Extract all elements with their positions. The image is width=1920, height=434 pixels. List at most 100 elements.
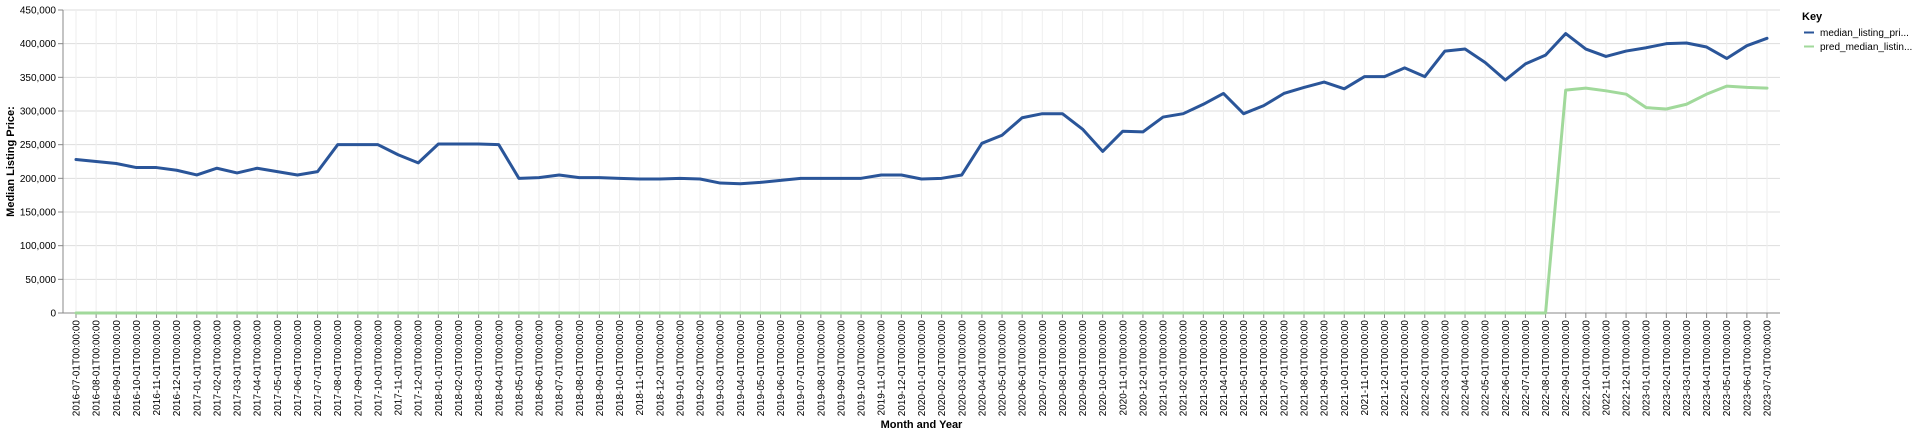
x-tick-label: 2016-10-01T00:00:00 bbox=[132, 320, 143, 417]
y-axis: 0 50,000 100,000 150,000 200,000 250,000 300,0… bbox=[20, 6, 64, 320]
x-tick-label: 2020-05-01T00:00:00 bbox=[998, 320, 1009, 417]
legend-title: Key bbox=[1802, 11, 1823, 23]
x-tick-label: 2018-06-01T00:00:00 bbox=[535, 320, 546, 417]
x-tick-label: 2023-06-01T00:00:00 bbox=[1742, 320, 1753, 417]
x-tick-label: 2020-09-01T00:00:00 bbox=[1078, 320, 1089, 417]
x-tick-label: 2016-07-01T00:00:00 bbox=[72, 320, 83, 417]
x-tick-label: 2017-11-01T00:00:00 bbox=[394, 320, 405, 416]
x-tick-label: 2020-06-01T00:00:00 bbox=[1018, 320, 1029, 417]
x-tick-label: 2018-05-01T00:00:00 bbox=[514, 320, 525, 417]
x-tick-label: 2022-12-01T00:00:00 bbox=[1622, 320, 1633, 417]
legend[interactable]: Key median_listing_pri... pred_median_lis… bbox=[1802, 11, 1912, 53]
x-tick-label: 2020-07-01T00:00:00 bbox=[1038, 320, 1049, 417]
x-tick-label: 2017-08-01T00:00:00 bbox=[333, 320, 344, 417]
x-tick-label: 2022-08-01T00:00:00 bbox=[1541, 320, 1552, 417]
x-tick-label: 2017-03-01T00:00:00 bbox=[233, 320, 244, 417]
x-tick-label: 2017-04-01T00:00:00 bbox=[253, 320, 264, 417]
x-tick-label: 2021-09-01T00:00:00 bbox=[1320, 320, 1331, 417]
x-axis: 2016-07-01T00:00:00 2016-08-01T00:00:00 20… bbox=[63, 312, 1780, 417]
x-tick-label: 2021-01-01T00:00:00 bbox=[1159, 320, 1170, 417]
x-tick-label: 2022-07-01T00:00:00 bbox=[1521, 320, 1532, 417]
y-tick-label: 250,000 bbox=[20, 140, 57, 151]
x-tick-label: 2021-10-01T00:00:00 bbox=[1340, 320, 1351, 417]
x-tick-label: 2023-07-01T00:00:00 bbox=[1763, 320, 1774, 417]
x-tick-label: 2022-09-01T00:00:00 bbox=[1561, 320, 1572, 417]
x-tick-label: 2019-03-01T00:00:00 bbox=[716, 320, 727, 417]
x-tick-label: 2019-08-01T00:00:00 bbox=[816, 320, 827, 417]
x-tick-label: 2016-11-01T00:00:00 bbox=[152, 320, 163, 416]
x-tick-label: 2017-12-01T00:00:00 bbox=[414, 320, 425, 417]
legend-label: pred_median_listin... bbox=[1820, 42, 1912, 53]
x-tick-label: 2021-08-01T00:00:00 bbox=[1299, 320, 1310, 417]
x-tick-label: 2019-10-01T00:00:00 bbox=[857, 320, 868, 417]
x-tick-label: 2016-12-01T00:00:00 bbox=[172, 320, 183, 417]
x-tick-label: 2019-02-01T00:00:00 bbox=[696, 320, 707, 417]
x-tick-label: 2020-08-01T00:00:00 bbox=[1058, 320, 1069, 417]
x-tick-label: 2017-05-01T00:00:00 bbox=[273, 320, 284, 417]
series-line-2 bbox=[74, 84, 1769, 315]
x-tick-label: 2018-12-01T00:00:00 bbox=[655, 320, 666, 417]
x-tick-label: 2018-02-01T00:00:00 bbox=[454, 320, 465, 417]
x-tick-label: 2017-07-01T00:00:00 bbox=[313, 320, 324, 417]
legend-label: median_listing_pri... bbox=[1820, 28, 1909, 39]
x-tick-label: 2022-05-01T00:00:00 bbox=[1481, 320, 1492, 417]
y-tick-label: 350,000 bbox=[20, 73, 57, 84]
x-tick-label: 2022-01-01T00:00:00 bbox=[1400, 320, 1411, 417]
x-tick-label: 2023-04-01T00:00:00 bbox=[1702, 320, 1713, 417]
x-tick-label: 2018-08-01T00:00:00 bbox=[575, 320, 586, 417]
x-tick-label: 2021-07-01T00:00:00 bbox=[1279, 320, 1290, 417]
series-lines bbox=[74, 32, 1769, 315]
x-tick-label: 2018-04-01T00:00:00 bbox=[494, 320, 505, 417]
y-tick-label: 200,000 bbox=[20, 174, 57, 185]
x-tick-label: 2018-11-01T00:00:00 bbox=[635, 320, 646, 416]
x-tick-label: 2019-05-01T00:00:00 bbox=[756, 320, 767, 417]
x-tick-label: 2021-06-01T00:00:00 bbox=[1259, 320, 1270, 417]
x-tick-label: 2019-01-01T00:00:00 bbox=[675, 320, 686, 417]
x-tick-label: 2018-01-01T00:00:00 bbox=[434, 320, 445, 417]
x-tick-label: 2022-11-01T00:00:00 bbox=[1601, 320, 1612, 416]
x-tick-label: 2018-10-01T00:00:00 bbox=[615, 320, 626, 417]
x-tick-label: 2021-02-01T00:00:00 bbox=[1179, 320, 1190, 417]
x-tick-label: 2022-04-01T00:00:00 bbox=[1461, 320, 1472, 417]
x-tick-label: 2021-12-01T00:00:00 bbox=[1380, 320, 1391, 417]
x-tick-label: 2023-03-01T00:00:00 bbox=[1682, 320, 1693, 417]
x-tick-label: 2017-02-01T00:00:00 bbox=[212, 320, 223, 417]
y-axis-title: Median Listing Price: bbox=[5, 106, 17, 217]
x-tick-label: 2020-12-01T00:00:00 bbox=[1138, 320, 1149, 417]
y-tick-label: 450,000 bbox=[20, 6, 57, 17]
x-tick-label: 2021-03-01T00:00:00 bbox=[1199, 320, 1210, 417]
x-tick-label: 2022-10-01T00:00:00 bbox=[1581, 320, 1592, 417]
x-tick-label: 2020-11-01T00:00:00 bbox=[1118, 320, 1129, 416]
x-tick-label: 2022-06-01T00:00:00 bbox=[1501, 320, 1512, 417]
series-line-1 bbox=[74, 32, 1769, 186]
x-tick-label: 2019-07-01T00:00:00 bbox=[796, 320, 807, 417]
x-tick-label: 2020-02-01T00:00:00 bbox=[937, 320, 948, 417]
x-tick-label: 2018-03-01T00:00:00 bbox=[474, 320, 485, 417]
x-tick-label: 2022-03-01T00:00:00 bbox=[1440, 320, 1451, 417]
y-tick-label: 300,000 bbox=[20, 107, 57, 118]
x-tick-label: 2019-12-01T00:00:00 bbox=[897, 320, 908, 417]
x-tick-label: 2018-07-01T00:00:00 bbox=[555, 320, 566, 417]
x-axis-title: Month and Year bbox=[881, 419, 963, 431]
x-tick-label: 2020-03-01T00:00:00 bbox=[957, 320, 968, 417]
gridlines bbox=[63, 9, 1780, 314]
x-tick-label: 2020-04-01T00:00:00 bbox=[977, 320, 988, 417]
y-tick-label: 100,000 bbox=[20, 241, 57, 252]
y-tick-label: 0 bbox=[50, 309, 56, 320]
x-tick-label: 2019-06-01T00:00:00 bbox=[776, 320, 787, 417]
x-tick-label: 2021-11-01T00:00:00 bbox=[1360, 320, 1371, 416]
x-tick-label: 2023-02-01T00:00:00 bbox=[1662, 320, 1673, 417]
x-tick-label: 2017-09-01T00:00:00 bbox=[353, 320, 364, 417]
x-tick-label: 2021-05-01T00:00:00 bbox=[1239, 320, 1250, 417]
x-tick-label: 2017-06-01T00:00:00 bbox=[293, 320, 304, 417]
x-tick-label: 2021-04-01T00:00:00 bbox=[1219, 320, 1230, 417]
x-tick-label: 2018-09-01T00:00:00 bbox=[595, 320, 606, 417]
x-tick-label: 2020-01-01T00:00:00 bbox=[917, 320, 928, 417]
x-tick-label: 2020-10-01T00:00:00 bbox=[1098, 320, 1109, 417]
y-tick-label: 150,000 bbox=[20, 208, 57, 219]
y-tick-label: 400,000 bbox=[20, 39, 57, 50]
x-tick-label: 2019-11-01T00:00:00 bbox=[877, 320, 888, 416]
x-tick-label: 2016-08-01T00:00:00 bbox=[92, 320, 103, 417]
x-tick-label: 2016-09-01T00:00:00 bbox=[112, 320, 123, 417]
